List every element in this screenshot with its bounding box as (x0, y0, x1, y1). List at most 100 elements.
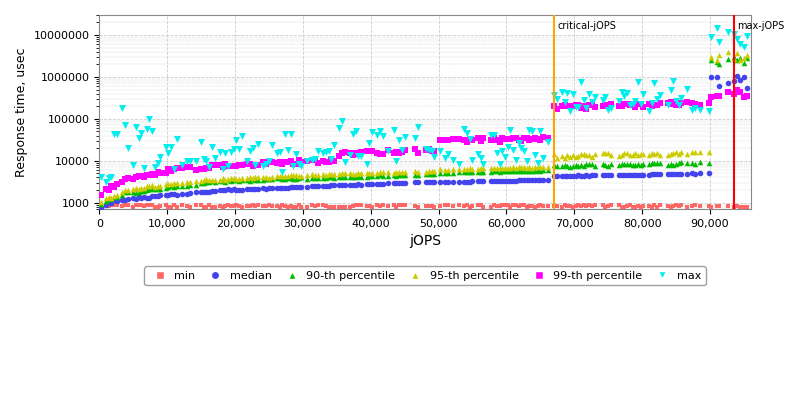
Point (374, 202, 386, 209)
Point (648, 151, 661, 157)
Point (360, 161, 373, 167)
Point (494, 178, 506, 184)
Point (599, 204, 612, 210)
Point (586, 99, 598, 105)
Point (488, 164, 501, 171)
Point (366, 129, 378, 135)
Point (672, 151, 685, 158)
Point (422, 171, 435, 177)
Point (233, 203, 246, 210)
Point (566, 152, 579, 158)
Point (741, 204, 754, 210)
Point (650, 203, 663, 210)
Point (599, 150, 612, 156)
Point (322, 204, 335, 210)
Point (572, 172, 585, 179)
Point (140, 202, 153, 208)
Point (235, 133, 248, 140)
Point (428, 154, 441, 160)
Point (94, 201, 107, 207)
Point (282, 175, 294, 182)
Point (278, 173, 291, 180)
Point (689, 149, 702, 155)
Point (395, 180, 408, 186)
Point (588, 151, 601, 157)
Point (689, 170, 702, 177)
Point (350, 150, 362, 156)
Point (542, 164, 555, 170)
Point (512, 140, 525, 146)
Point (512, 168, 525, 174)
Point (420, 146, 433, 153)
Point (336, 150, 349, 156)
Point (572, 153, 585, 159)
Point (550, 162, 563, 169)
Point (738, 60, 750, 66)
Point (710, 93, 723, 100)
Point (453, 169, 466, 176)
Point (122, 175, 134, 181)
Point (504, 127, 517, 134)
Point (654, 171, 666, 178)
Point (274, 159, 286, 165)
Point (382, 148, 394, 154)
Point (252, 174, 265, 180)
Point (336, 182, 349, 188)
Point (371, 170, 384, 176)
Point (105, 202, 118, 209)
Point (140, 194, 153, 201)
Point (116, 192, 129, 198)
Point (529, 164, 542, 170)
Point (710, 57, 723, 63)
Point (626, 172, 639, 178)
Point (181, 190, 194, 197)
Point (623, 152, 636, 158)
Point (360, 170, 373, 176)
Point (504, 168, 517, 174)
Point (266, 203, 278, 209)
Point (629, 150, 642, 156)
Point (319, 174, 332, 181)
Point (689, 101, 702, 107)
Point (162, 166, 175, 172)
Point (426, 148, 438, 154)
Point (634, 172, 647, 178)
Point (219, 149, 232, 156)
Point (621, 150, 634, 156)
Point (282, 147, 294, 154)
Point (350, 170, 362, 177)
Point (311, 148, 324, 154)
Point (428, 179, 441, 185)
Point (490, 178, 503, 184)
Text: critical-jOPS: critical-jOPS (558, 22, 616, 32)
Point (230, 163, 242, 170)
Point (377, 169, 390, 175)
Point (580, 161, 593, 168)
Point (675, 148, 688, 155)
Point (442, 202, 454, 208)
Point (578, 96, 590, 103)
Point (274, 185, 286, 191)
Point (230, 176, 242, 182)
Point (694, 203, 707, 209)
Point (246, 186, 259, 192)
Point (102, 202, 115, 209)
Point (222, 162, 234, 169)
Point (393, 172, 406, 179)
Point (194, 189, 207, 195)
Point (442, 170, 454, 176)
Point (110, 202, 123, 208)
Point (167, 190, 180, 197)
Point (167, 166, 180, 173)
Point (474, 155, 487, 161)
Point (741, 92, 754, 99)
Point (202, 177, 215, 183)
Point (409, 172, 422, 178)
Point (344, 170, 357, 177)
Point (102, 196, 115, 202)
Point (461, 169, 474, 176)
Point (550, 96, 563, 102)
Point (382, 203, 394, 210)
Point (498, 165, 511, 171)
Point (537, 167, 550, 174)
